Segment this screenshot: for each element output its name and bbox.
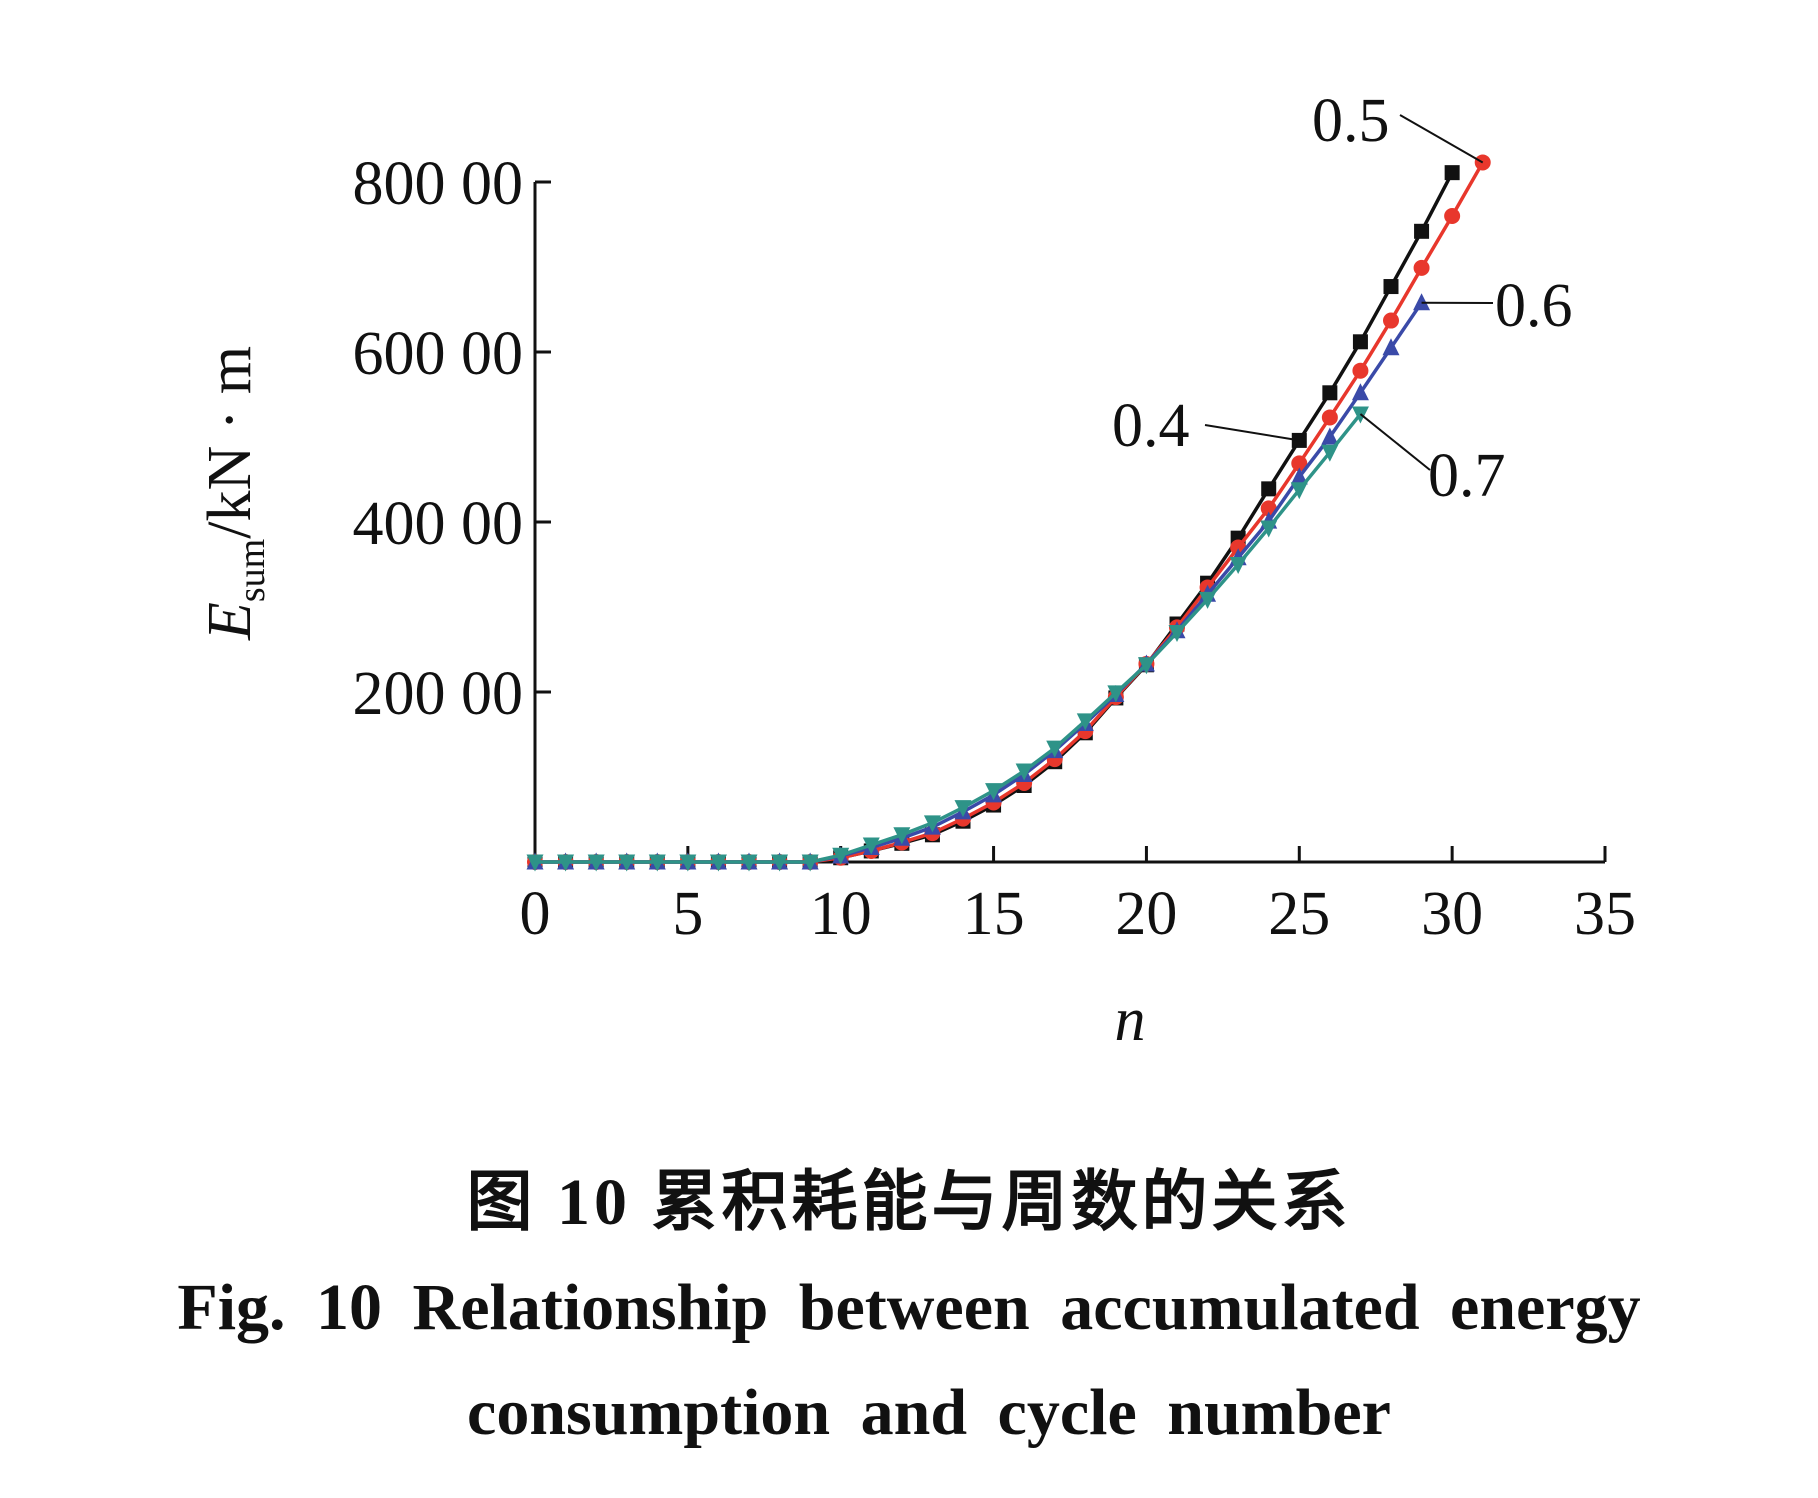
series-0.6 xyxy=(526,293,1431,870)
figure-caption-english-line-2: consumption and cycle number xyxy=(467,1376,1391,1449)
y-tick-label: 600 00 xyxy=(353,320,524,388)
series-label: 0.7 xyxy=(1428,442,1506,510)
data-point xyxy=(1321,409,1338,426)
figure-caption-english-line-1: Fig. 10 Relationship between accumulated… xyxy=(177,1271,1641,1344)
series-line xyxy=(535,301,1424,864)
data-point xyxy=(954,800,972,818)
x-axis-title: n xyxy=(1115,986,1146,1054)
x-tick-label: 0 xyxy=(520,880,551,948)
y-axis-title: Esum/kN · m xyxy=(196,346,273,641)
x-tick-label: 35 xyxy=(1574,880,1636,948)
data-point xyxy=(1352,362,1369,379)
data-point xyxy=(618,854,636,872)
x-tick-label: 20 xyxy=(1115,880,1177,948)
data-point xyxy=(679,854,697,872)
series-label: 0.5 xyxy=(1312,87,1390,155)
data-point xyxy=(1383,279,1399,295)
data-point xyxy=(1321,427,1339,445)
series-0.7 xyxy=(526,406,1369,872)
figure-caption-chinese: 图 10 累积耗能与周数的关系 xyxy=(466,1166,1352,1239)
data-point xyxy=(587,854,605,872)
series-label-leader xyxy=(1204,424,1300,442)
x-tick-label: 5 xyxy=(672,880,703,948)
data-point xyxy=(1168,625,1186,642)
series-label-leader xyxy=(1359,413,1431,471)
data-point xyxy=(1137,657,1155,675)
data-point xyxy=(1291,455,1308,472)
data-point xyxy=(526,854,544,872)
series-line xyxy=(535,412,1362,864)
axes: 0 5 10 15 20 25 30 35 200 00 400 00 600 00 800 00 n E… xyxy=(196,150,1636,1054)
data-point xyxy=(557,854,575,872)
series-0.5 xyxy=(527,154,1491,870)
data-point xyxy=(1015,763,1033,781)
series-label: 0.6 xyxy=(1495,272,1573,340)
data-point xyxy=(1414,223,1430,239)
y-axis-title-sub: sum xyxy=(231,539,273,602)
data-point xyxy=(985,783,1003,801)
x-tick-label: 15 xyxy=(963,880,1025,948)
series-line xyxy=(535,161,1485,864)
data-point xyxy=(1382,338,1400,356)
x-tick-label: 10 xyxy=(810,880,872,948)
x-tick-label: 30 xyxy=(1421,880,1483,948)
data-point xyxy=(1383,312,1399,329)
data-point xyxy=(1260,520,1278,538)
series-layer xyxy=(526,154,1491,872)
data-point xyxy=(832,847,850,865)
data-point xyxy=(1444,165,1460,181)
chart: 0 5 10 15 20 25 30 35 200 00 400 00 600 00 800 00 n E… xyxy=(196,87,1636,1054)
data-point xyxy=(1322,385,1338,401)
series-labels: 0.4 0.5 0.6 0.7 xyxy=(1112,87,1573,510)
data-point xyxy=(893,827,911,845)
data-point xyxy=(1351,383,1369,401)
data-point xyxy=(1413,293,1431,311)
series-line xyxy=(535,171,1454,864)
data-point xyxy=(1046,740,1064,758)
data-point xyxy=(648,854,666,872)
data-point xyxy=(1444,208,1461,224)
data-point xyxy=(1290,467,1308,485)
data-point xyxy=(1076,713,1094,731)
data-point xyxy=(1107,685,1125,703)
data-point xyxy=(1290,482,1308,500)
data-point xyxy=(1321,444,1339,462)
data-point xyxy=(740,854,758,872)
y-tick-label: 800 00 xyxy=(353,150,524,218)
x-tick-label: 25 xyxy=(1268,880,1330,948)
y-axis-title-unit: /kN · m xyxy=(196,346,264,539)
data-point xyxy=(1229,557,1247,574)
data-point xyxy=(1199,591,1217,609)
data-point xyxy=(1352,334,1368,350)
series-0.4 xyxy=(527,165,1460,870)
data-point xyxy=(709,854,727,872)
data-point xyxy=(1261,481,1277,497)
data-point xyxy=(862,837,880,855)
data-point xyxy=(1413,259,1430,276)
series-label-leader xyxy=(1399,114,1484,164)
data-point xyxy=(801,854,819,872)
data-point xyxy=(923,815,941,833)
data-point xyxy=(771,854,789,872)
series-label: 0.4 xyxy=(1112,392,1190,460)
y-axis-title-main: E xyxy=(196,602,264,641)
y-tick-label: 200 00 xyxy=(353,660,524,728)
y-tick-label: 400 00 xyxy=(353,490,524,558)
